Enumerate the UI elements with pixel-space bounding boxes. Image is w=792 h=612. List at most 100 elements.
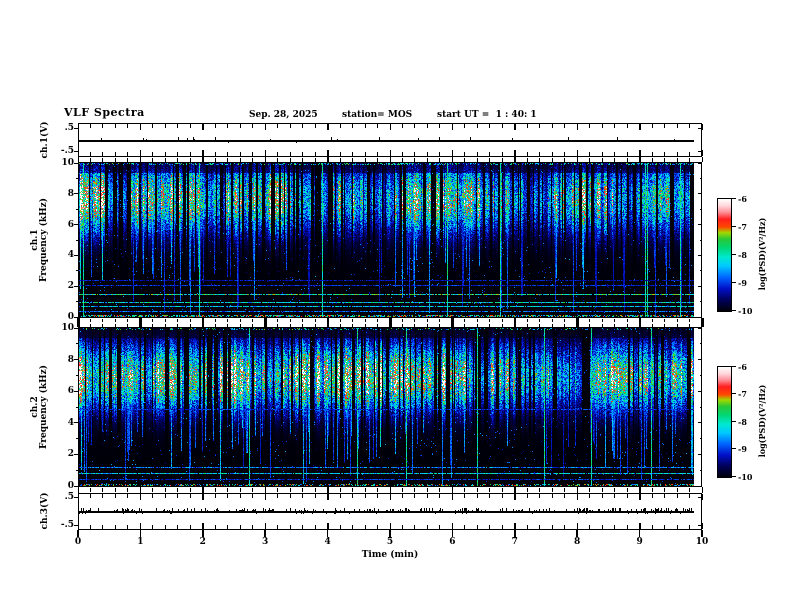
ch2-colorbar	[717, 366, 732, 478]
tick	[77, 530, 79, 537]
tick	[314, 488, 316, 492]
tick	[74, 359, 78, 361]
tick	[139, 530, 142, 537]
tick	[551, 158, 553, 162]
tick	[489, 319, 491, 322]
ch2-spectrogram-panel	[78, 327, 702, 487]
tick	[77, 523, 79, 529]
tick	[698, 422, 702, 424]
tick	[564, 488, 566, 492]
tick	[201, 318, 205, 327]
tick	[439, 158, 441, 162]
tick	[564, 525, 566, 529]
tick	[75, 208, 78, 210]
tick	[401, 158, 403, 162]
tick	[189, 488, 191, 492]
y-tick-label: 2	[67, 281, 74, 292]
tick	[202, 487, 204, 493]
tick	[401, 319, 403, 322]
tick	[514, 157, 516, 162]
tick	[551, 319, 553, 322]
tick	[732, 393, 736, 394]
tick	[664, 152, 666, 156]
tick	[177, 324, 179, 327]
tick	[526, 525, 528, 529]
tick	[601, 494, 603, 498]
tick	[164, 494, 166, 498]
tick	[439, 488, 441, 492]
tick	[589, 152, 591, 156]
tick	[698, 127, 702, 129]
tick	[339, 124, 341, 128]
tick	[476, 158, 478, 162]
tick	[564, 324, 566, 327]
y-tick-label: 8	[67, 354, 74, 365]
tick	[426, 152, 428, 156]
tick	[551, 152, 553, 156]
tick	[626, 494, 628, 498]
tick	[564, 158, 566, 162]
tick	[289, 494, 291, 498]
tick	[732, 225, 736, 227]
tick	[551, 124, 553, 128]
tick	[202, 530, 204, 537]
tick	[327, 124, 329, 130]
tick	[364, 494, 366, 498]
tick	[75, 374, 78, 376]
tick	[339, 319, 341, 322]
ch1-spectrogram-panel	[78, 162, 702, 318]
tick	[589, 319, 591, 322]
tick	[89, 319, 91, 322]
tick	[501, 319, 503, 322]
y-tick-label: 8	[67, 188, 74, 199]
tick	[239, 319, 241, 322]
tick	[698, 524, 702, 526]
tick	[114, 494, 116, 498]
tick	[364, 488, 366, 492]
tick	[214, 525, 216, 529]
tick	[551, 494, 553, 498]
colorbar-tick-label: -6	[738, 361, 747, 372]
tick	[526, 152, 528, 156]
tick	[164, 158, 166, 162]
tick	[439, 494, 441, 498]
ch2-spectrogram-canvas	[79, 328, 694, 486]
tick	[501, 124, 503, 128]
tick	[699, 239, 702, 241]
tick	[451, 494, 454, 500]
tick	[227, 494, 229, 498]
ch3-voltage-trace-canvas	[79, 494, 694, 529]
tick	[732, 309, 736, 311]
tick	[489, 525, 491, 529]
tick	[514, 530, 516, 537]
y-tick-label: 6	[67, 219, 74, 230]
tick	[576, 530, 578, 537]
tick	[526, 488, 528, 492]
tick	[626, 124, 628, 128]
tick	[439, 319, 441, 322]
tick	[277, 324, 279, 327]
tick	[651, 152, 653, 156]
tick	[626, 488, 628, 492]
tick	[277, 525, 279, 529]
tick	[89, 525, 91, 529]
tick	[114, 319, 116, 322]
tick	[639, 523, 641, 529]
tick	[89, 152, 91, 156]
tick	[589, 324, 591, 327]
tick	[114, 324, 116, 327]
tick	[551, 525, 553, 529]
tick	[489, 324, 491, 327]
tick	[327, 487, 329, 493]
tick	[152, 158, 154, 162]
tick	[589, 124, 591, 128]
x-tick-label: 4	[324, 537, 331, 547]
tick	[75, 469, 78, 471]
tick	[314, 324, 316, 327]
tick	[189, 494, 191, 498]
tick	[327, 523, 329, 529]
tick	[326, 318, 330, 327]
tick	[401, 494, 403, 498]
tick	[464, 324, 466, 327]
tick	[264, 157, 267, 162]
